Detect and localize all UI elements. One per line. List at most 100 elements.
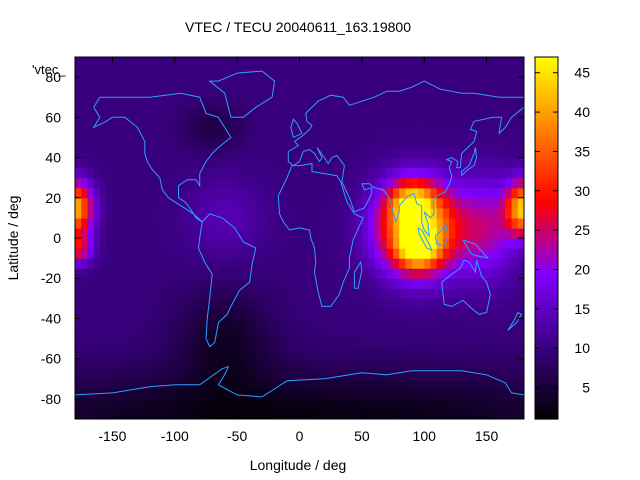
heatmap-cell <box>474 338 481 350</box>
heatmap-cell <box>343 248 350 259</box>
heatmap-cell <box>349 207 357 219</box>
heatmap-cell <box>187 197 195 209</box>
heatmap-cell <box>368 97 375 108</box>
heatmap-cell <box>349 217 357 229</box>
heatmap-cell <box>174 97 182 108</box>
heatmap-cell <box>336 268 344 279</box>
heatmap-cell <box>106 117 114 128</box>
heatmap-cell <box>230 388 238 400</box>
heatmap-cell <box>162 318 170 330</box>
heatmap-cell <box>212 378 220 390</box>
heatmap-cell <box>417 117 425 128</box>
heatmap-cell <box>243 207 251 219</box>
heatmap-cell <box>424 258 432 269</box>
heatmap-cell <box>318 117 326 128</box>
heatmap-cell <box>405 187 413 199</box>
heatmap-cell <box>324 117 332 128</box>
heatmap-cell <box>399 187 407 199</box>
heatmap-cell <box>187 117 195 128</box>
heatmap-cell <box>411 358 419 370</box>
colorbar-segment <box>535 138 558 143</box>
heatmap-cell <box>156 308 163 320</box>
heatmap-cell <box>355 288 363 299</box>
heatmap-cell <box>149 177 157 189</box>
heatmap-cell <box>486 77 494 88</box>
heatmap-cell <box>156 227 163 239</box>
heatmap-cell <box>368 127 375 139</box>
heatmap-cell <box>137 278 145 289</box>
heatmap-cell <box>224 328 232 340</box>
heatmap-cell <box>492 388 500 400</box>
heatmap-cell <box>486 97 494 108</box>
heatmap-cell <box>318 288 326 299</box>
heatmap-cell <box>274 258 282 269</box>
heatmap-cell <box>368 238 375 249</box>
heatmap-cell <box>399 217 407 229</box>
heatmap-cell <box>486 268 494 279</box>
heatmap-cell <box>218 197 226 209</box>
heatmap-cell <box>492 248 500 259</box>
heatmap-cell <box>442 258 450 269</box>
heatmap-cell <box>118 288 126 299</box>
heatmap-cell <box>368 57 375 68</box>
colorbar-segment <box>535 96 558 100</box>
heatmap-cell <box>212 328 220 340</box>
heatmap-cell <box>137 248 145 259</box>
heatmap-cell <box>174 348 182 360</box>
heatmap-cell <box>93 77 101 88</box>
heatmap-cell <box>517 77 524 88</box>
heatmap-cell <box>405 157 413 169</box>
heatmap-cell <box>486 57 494 68</box>
heatmap-cell <box>455 67 463 78</box>
heatmap-cell <box>299 298 307 309</box>
heatmap-cell <box>336 187 344 199</box>
heatmap-cell <box>137 258 145 269</box>
heatmap-cell <box>106 248 114 259</box>
heatmap-cell <box>424 167 432 179</box>
heatmap-cell <box>181 197 188 209</box>
heatmap-cell <box>205 258 213 269</box>
heatmap-cell <box>149 268 157 279</box>
heatmap-cell <box>417 87 425 98</box>
heatmap-cell <box>230 137 238 149</box>
heatmap-cell <box>442 57 450 68</box>
heatmap-cell <box>461 408 469 419</box>
heatmap-cell <box>349 137 357 149</box>
heatmap-cell <box>343 288 350 299</box>
heatmap-cell <box>417 67 425 78</box>
heatmap-cell <box>149 338 157 350</box>
heatmap-cell <box>262 97 269 108</box>
heatmap-cell <box>293 248 301 259</box>
heatmap-cell <box>511 137 519 149</box>
heatmap-cell <box>480 87 488 98</box>
heatmap-cell <box>93 398 101 410</box>
heatmap-cell <box>262 107 269 118</box>
heatmap-cell <box>193 207 201 219</box>
heatmap-cell <box>212 398 220 410</box>
heatmap-cell <box>311 358 319 370</box>
heatmap-cell <box>330 358 338 370</box>
heatmap-cell <box>474 408 481 419</box>
heatmap-cell <box>411 177 419 189</box>
heatmap-grid <box>75 57 524 419</box>
heatmap-cell <box>424 197 432 209</box>
heatmap-cell <box>311 318 319 330</box>
heatmap-cell <box>280 408 288 419</box>
heatmap-cell <box>511 177 519 189</box>
heatmap-cell <box>405 298 413 309</box>
heatmap-cell <box>230 157 238 169</box>
heatmap-cell <box>336 167 344 179</box>
heatmap-cell <box>343 67 350 78</box>
heatmap-cell <box>205 278 213 289</box>
heatmap-cell <box>118 77 126 88</box>
heatmap-cell <box>99 398 107 410</box>
heatmap-cell <box>262 268 269 279</box>
heatmap-cell <box>343 238 350 249</box>
heatmap-cell <box>162 157 170 169</box>
heatmap-cell <box>156 298 163 309</box>
heatmap-cell <box>93 288 101 299</box>
heatmap-cell <box>174 388 182 400</box>
heatmap-cell <box>218 328 226 340</box>
heatmap-cell <box>399 117 407 128</box>
heatmap-cell <box>330 187 338 199</box>
